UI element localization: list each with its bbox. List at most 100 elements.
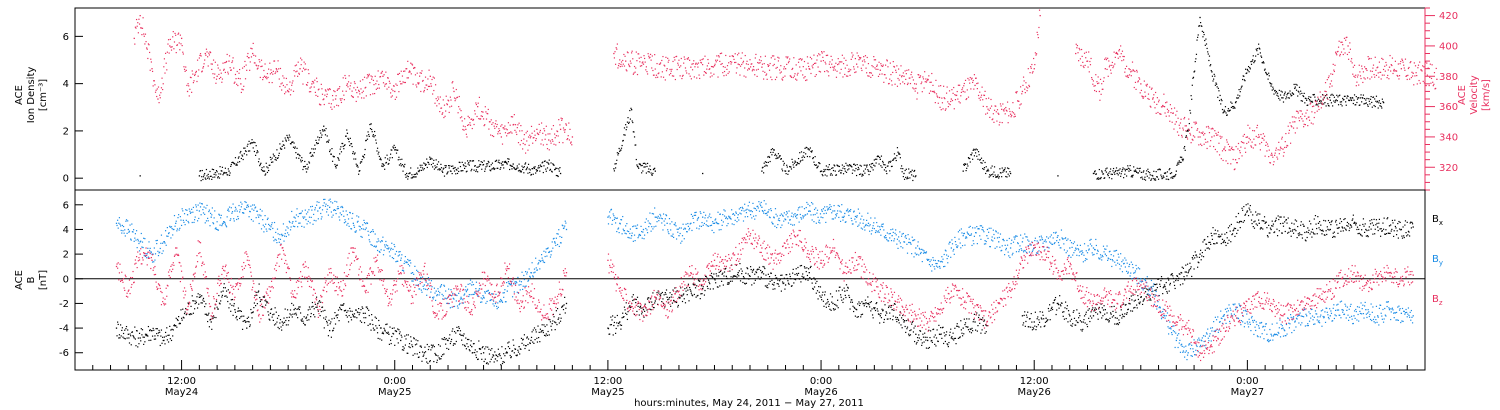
data-point xyxy=(406,77,408,79)
data-point xyxy=(975,148,977,150)
data-point xyxy=(272,73,274,75)
data-point xyxy=(1143,170,1145,172)
data-point xyxy=(617,67,619,69)
data-point xyxy=(510,165,512,167)
data-point xyxy=(1195,58,1197,60)
data-point xyxy=(1337,46,1340,48)
data-point xyxy=(152,85,154,87)
data-point xyxy=(744,283,746,285)
data-point xyxy=(623,65,626,67)
data-point xyxy=(481,115,483,118)
data-point xyxy=(487,108,489,111)
data-point xyxy=(699,280,701,282)
data-point xyxy=(708,281,710,283)
data-point xyxy=(706,65,708,67)
data-point xyxy=(149,69,151,71)
data-point xyxy=(1214,148,1216,151)
data-point xyxy=(130,335,132,337)
data-point xyxy=(1037,36,1039,39)
data-point xyxy=(882,160,884,162)
data-point xyxy=(983,167,986,169)
data-point xyxy=(466,136,468,138)
data-point xyxy=(1229,145,1231,148)
data-point xyxy=(829,308,831,310)
data-point xyxy=(243,85,245,87)
data-point xyxy=(220,76,222,79)
data-point xyxy=(1107,174,1109,177)
data-point xyxy=(384,85,386,87)
data-point xyxy=(514,348,517,350)
data-point xyxy=(551,128,553,130)
data-point xyxy=(536,128,538,131)
data-point xyxy=(146,48,148,50)
data-point xyxy=(1202,36,1204,38)
data-point xyxy=(831,63,833,65)
data-point xyxy=(660,76,662,78)
data-point xyxy=(280,326,282,328)
data-point xyxy=(1241,155,1243,157)
data-point xyxy=(505,161,507,163)
data-point xyxy=(992,173,994,175)
data-point xyxy=(1238,157,1240,160)
data-point xyxy=(283,317,285,319)
data-point xyxy=(1243,142,1245,144)
data-point xyxy=(568,139,571,141)
data-point xyxy=(1239,150,1241,152)
data-point xyxy=(354,152,356,154)
data-point xyxy=(520,125,522,127)
data-point xyxy=(1218,99,1221,102)
data-point xyxy=(711,75,713,77)
data-point xyxy=(278,328,280,330)
data-point xyxy=(1340,103,1342,105)
data-point xyxy=(892,159,894,161)
data-point xyxy=(143,336,145,338)
data-point xyxy=(620,61,623,63)
data-point xyxy=(874,158,877,160)
data-point xyxy=(464,167,466,170)
data-point xyxy=(1345,101,1347,103)
data-point xyxy=(315,139,317,141)
data-point xyxy=(150,58,152,60)
data-point xyxy=(1184,145,1186,148)
data-point xyxy=(935,93,938,95)
data-point xyxy=(1144,95,1147,97)
data-point xyxy=(838,61,841,63)
data-point xyxy=(1257,53,1259,56)
data-point xyxy=(772,64,774,67)
data-point xyxy=(347,310,349,312)
data-point xyxy=(361,158,363,161)
data-point xyxy=(798,163,800,165)
data-point xyxy=(925,81,928,83)
data-point xyxy=(374,75,376,77)
data-point xyxy=(558,170,560,172)
data-point xyxy=(487,113,489,115)
data-point xyxy=(870,310,872,312)
data-point xyxy=(523,334,526,336)
data-point xyxy=(353,153,356,155)
data-point xyxy=(1150,88,1153,90)
data-point xyxy=(1114,170,1116,173)
data-point xyxy=(1268,72,1270,74)
data-point xyxy=(632,121,634,124)
data-point xyxy=(654,302,656,304)
data-point xyxy=(1374,56,1376,58)
data-point xyxy=(221,296,223,298)
data-point xyxy=(190,76,192,79)
data-point xyxy=(424,164,427,167)
data-point xyxy=(680,65,682,67)
data-point xyxy=(921,342,923,344)
data-point xyxy=(329,150,331,153)
data-point xyxy=(288,91,290,93)
data-point xyxy=(869,164,871,166)
data-point xyxy=(466,343,468,345)
data-point xyxy=(468,349,470,351)
data-point xyxy=(1229,109,1231,111)
data-point xyxy=(204,59,206,61)
data-point xyxy=(1276,156,1278,158)
data-point xyxy=(505,128,507,130)
data-point xyxy=(516,133,518,136)
data-point xyxy=(1144,179,1147,181)
data-point xyxy=(873,159,875,161)
data-point xyxy=(1243,133,1246,136)
data-point xyxy=(1378,61,1381,63)
